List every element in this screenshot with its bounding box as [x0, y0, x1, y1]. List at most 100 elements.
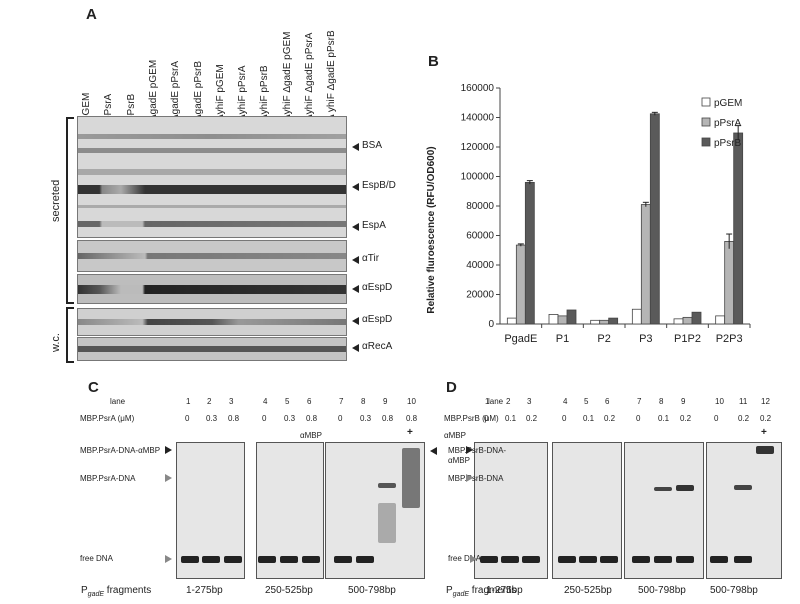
free-dna-label: free DNA	[448, 554, 481, 563]
band-label-tir: αTir	[362, 253, 380, 264]
y-tick-label: 0	[488, 319, 494, 330]
conc-value: 0.3	[206, 414, 218, 423]
lane-number: 6	[605, 397, 610, 406]
shifted-band	[756, 446, 774, 454]
free-dna-arrow-icon	[165, 555, 172, 563]
espa-arrow-icon	[352, 223, 359, 231]
secreted-bracket	[66, 117, 74, 304]
lane-number: 5	[285, 397, 290, 406]
complex-label: MBP.PsrB-DNA-αMBP	[448, 446, 507, 465]
lane-number: 5	[584, 397, 589, 406]
lane-number: 6	[307, 397, 312, 406]
conc-value: 0	[484, 414, 489, 423]
ambp-plus: +	[407, 427, 413, 438]
band-label-espa: EspA	[362, 220, 386, 231]
shifted-band	[402, 448, 420, 508]
legend-label: pGEM	[714, 98, 742, 109]
espd-wc-arrow-icon	[352, 317, 359, 325]
fragment-label: PgadE fragments	[446, 585, 517, 598]
bound-arrow-icon	[466, 474, 473, 482]
fragment-range: 1-275bp	[486, 585, 523, 596]
gel-box	[552, 442, 622, 579]
wc-bracket	[66, 307, 74, 363]
lane-header: lane	[488, 397, 504, 406]
secreted-gel	[77, 116, 347, 238]
conc-value: 0	[714, 414, 719, 423]
free-dna-band	[181, 556, 199, 563]
conc-value: 0	[185, 414, 190, 423]
conc-value: 0.3	[360, 414, 372, 423]
free-dna-band	[710, 556, 728, 563]
bar	[608, 317, 619, 325]
tir-arrow-icon	[352, 256, 359, 264]
conc-value: 0.8	[406, 414, 418, 423]
legend-swatch	[701, 117, 711, 127]
free-dna-band	[334, 556, 352, 563]
bar	[515, 244, 526, 325]
conc-value: 0.8	[306, 414, 318, 423]
wc-label: w.c.	[50, 333, 62, 352]
conc-label: MBP.PsrB (μM)	[444, 414, 499, 423]
complex-right-arrow-icon	[430, 447, 437, 455]
bar	[524, 182, 535, 325]
fragment-label: PgadE fragments	[81, 585, 152, 598]
lane-label: ΔyhiF pPsrA	[237, 65, 249, 121]
lane-number: 8	[361, 397, 366, 406]
conc-value: 0.3	[284, 414, 296, 423]
free-dna-band	[632, 556, 650, 563]
lane-number: 3	[527, 397, 532, 406]
free-dna-band	[579, 556, 597, 563]
lane-number: 1	[186, 397, 191, 406]
bar	[506, 317, 517, 325]
gel-box	[706, 442, 782, 579]
bar	[631, 308, 642, 325]
free-dna-label: free DNA	[80, 554, 113, 563]
lane-label: ΔgadE pGEM	[147, 59, 159, 121]
lane-number: 9	[681, 397, 686, 406]
bar	[724, 240, 735, 325]
bound-arrow-icon	[165, 474, 172, 482]
ambp-plus: +	[761, 427, 767, 438]
bar	[733, 132, 744, 325]
legend-swatch	[701, 97, 711, 107]
shifted-band	[378, 503, 396, 543]
panel-a-label: A	[86, 6, 97, 23]
y-tick-label: 40000	[466, 260, 494, 271]
fragment-range: 250-525bp	[564, 585, 612, 596]
lane-label: ΔgadE pPsrA	[170, 60, 182, 121]
y-tick-label: 100000	[461, 172, 495, 183]
lane-number: 3	[229, 397, 234, 406]
free-dna-band	[480, 556, 498, 563]
bar	[640, 204, 651, 325]
free-dna-band	[501, 556, 519, 563]
lane-number: 1	[485, 397, 490, 406]
band-label-reca: αRecA	[362, 341, 393, 352]
lane-number: 4	[563, 397, 568, 406]
bar	[715, 315, 726, 325]
espd-secreted-blot	[77, 274, 347, 304]
lane-label: ΔyhiF ΔgadE pGEM	[281, 31, 293, 121]
bar	[548, 314, 559, 325]
complex-arrow-icon	[466, 446, 473, 454]
reca-arrow-icon	[352, 344, 359, 352]
conc-value: 0	[262, 414, 267, 423]
lane-number: 7	[637, 397, 642, 406]
shifted-band	[734, 485, 752, 490]
conc-label: MBP.PsrA (μM)	[80, 414, 135, 423]
y-tick-label: 60000	[466, 231, 494, 242]
free-dna-band	[356, 556, 374, 563]
legend-label: pPsrB	[714, 138, 742, 149]
lane-number: 11	[739, 397, 748, 406]
gel-box	[624, 442, 704, 579]
y-tick-label: 140000	[461, 113, 495, 124]
conc-value: 0.8	[382, 414, 394, 423]
bar	[673, 318, 684, 325]
x-tick-label: PgadE	[504, 333, 537, 345]
x-tick-label: P3	[639, 333, 652, 345]
conc-value: 0.8	[228, 414, 240, 423]
conc-value: 0.1	[658, 414, 670, 423]
lane-label: ΔyhiF ΔgadE pPsrA	[304, 32, 315, 121]
x-tick-label: P2	[597, 333, 610, 345]
bar	[682, 316, 693, 325]
bar	[566, 309, 577, 325]
